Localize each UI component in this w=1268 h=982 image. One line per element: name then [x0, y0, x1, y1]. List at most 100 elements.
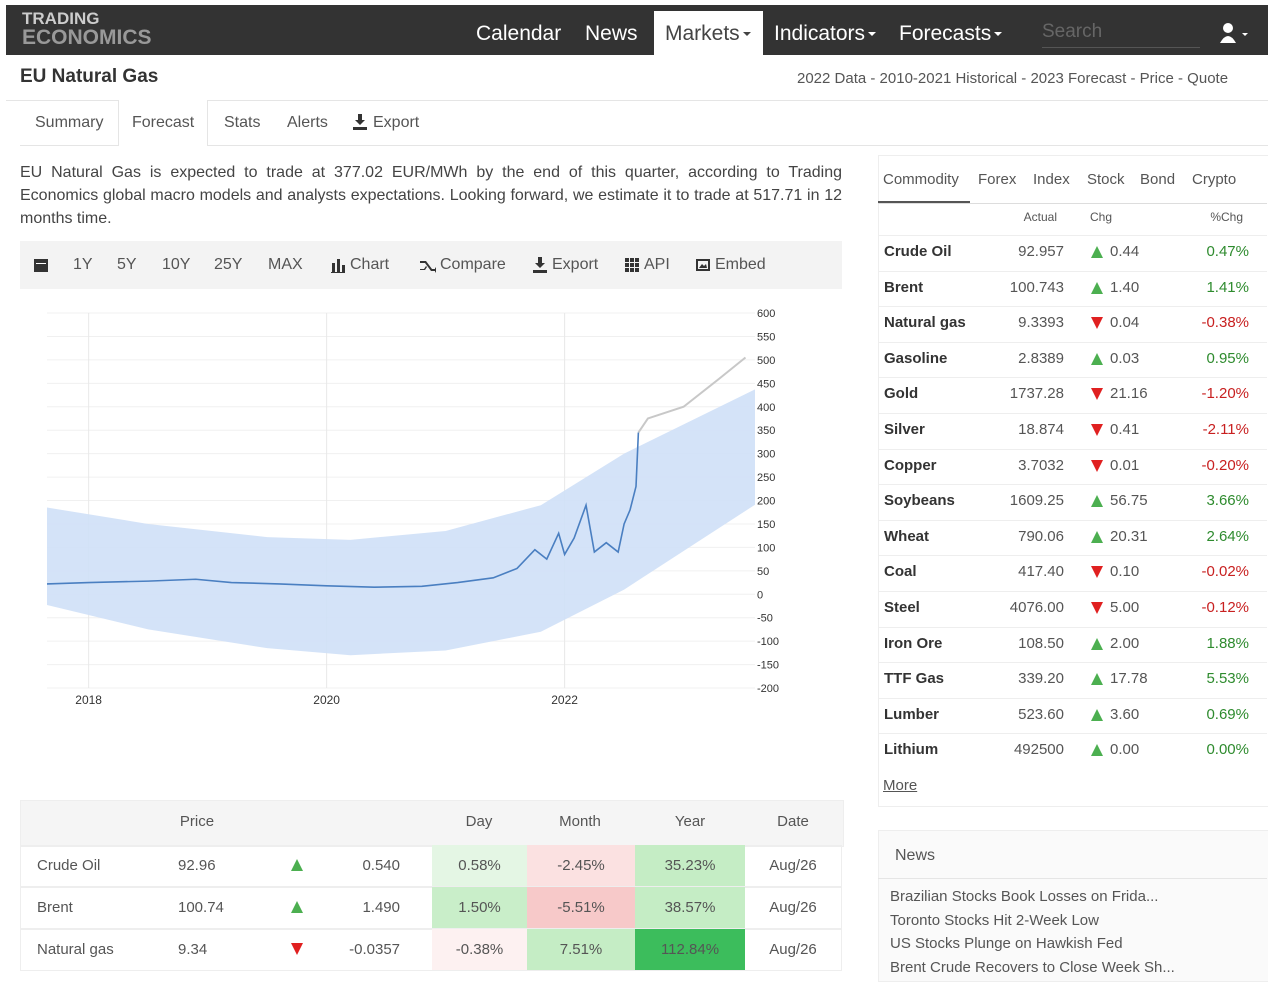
- search-input[interactable]: Search: [1042, 17, 1200, 48]
- down-arrow: [1091, 424, 1103, 436]
- toolbar-button[interactable]: 10Y: [162, 256, 191, 273]
- actual: 18.874: [1018, 421, 1064, 438]
- actual: 523.60: [1018, 705, 1064, 723]
- tab[interactable]: Alerts: [287, 114, 328, 131]
- down-arrow: [1091, 459, 1103, 472]
- actual: 100.743: [1009, 278, 1064, 296]
- calendar-icon[interactable]: [33, 257, 49, 273]
- change: 0.44: [1110, 243, 1140, 260]
- divider: [6, 100, 1268, 101]
- nav-item[interactable]: Calendar: [476, 22, 562, 45]
- arrow-shape: [1091, 530, 1103, 543]
- logo-top[interactable]: TRADING: [22, 9, 100, 28]
- commodity-name[interactable]: Lumber: [884, 705, 940, 723]
- percent-change: 0.00%: [1206, 741, 1249, 759]
- toolbar-button[interactable]: Chart: [350, 256, 390, 273]
- row-line: [878, 662, 1267, 664]
- toolbar-button[interactable]: Export: [552, 256, 599, 273]
- toolbar-button[interactable]: MAX: [268, 256, 303, 273]
- news-item[interactable]: US Stocks Plunge on Hawkish Fed: [890, 935, 1123, 952]
- arrow-shape: [1091, 495, 1103, 508]
- change: 0.00: [1110, 741, 1140, 759]
- markets-panel: [878, 155, 1268, 807]
- date: Aug/26: [769, 941, 817, 958]
- caret: [994, 32, 1003, 37]
- commodity-name[interactable]: TTF Gas: [884, 670, 945, 688]
- commodity-name[interactable]: Steel: [884, 599, 920, 616]
- tab[interactable]: Stats: [224, 114, 261, 131]
- nav-item[interactable]: News: [585, 22, 638, 45]
- commodity-name[interactable]: Natural gas: [884, 314, 966, 332]
- icon-shape: [420, 261, 436, 273]
- toolbar-button[interactable]: 1Y: [73, 256, 93, 273]
- tab[interactable]: Summary: [35, 114, 104, 131]
- commodity-name[interactable]: Soybeans: [884, 492, 955, 510]
- up-arrow: [1091, 246, 1103, 258]
- market-tab[interactable]: Index: [1033, 171, 1070, 188]
- column-header: Chg: [1090, 210, 1113, 224]
- row-box: [20, 845, 842, 887]
- caret: [868, 32, 877, 37]
- commodity-name[interactable]: Coal: [884, 563, 917, 581]
- date: Aug/26: [769, 857, 817, 874]
- news-item[interactable]: Brent Crude Recovers to Close Week Sh...: [890, 958, 1175, 976]
- forecast-band: [47, 389, 755, 656]
- news-item[interactable]: Toronto Stocks Hit 2-Week Low: [890, 911, 1099, 929]
- y-tick-label: -150: [757, 660, 779, 672]
- market-tab[interactable]: Forex: [978, 171, 1017, 188]
- y-tick-label: 350: [757, 425, 775, 437]
- toolbar-button[interactable]: 25Y: [214, 256, 243, 273]
- commodity-name[interactable]: Brent: [884, 278, 924, 296]
- up-arrow: [1091, 281, 1103, 294]
- pct-cell-bg: [432, 845, 527, 886]
- user-icon[interactable]: [1220, 23, 1250, 43]
- nav-item[interactable]: Indicators: [774, 22, 877, 46]
- toolbar-button[interactable]: 5Y: [117, 256, 137, 273]
- change: 1.490: [362, 899, 400, 916]
- pct-cell-bg: [635, 887, 745, 928]
- commodity-name[interactable]: Iron Ore: [884, 634, 943, 652]
- row-name[interactable]: Natural gas: [37, 941, 114, 958]
- commodity-name[interactable]: Gasoline: [884, 349, 948, 367]
- price: 100.74: [178, 899, 224, 916]
- commodity-name[interactable]: Crude Oil: [884, 243, 952, 260]
- commodity-name[interactable]: Gold: [884, 385, 919, 403]
- toolbar-button[interactable]: Embed: [715, 256, 766, 273]
- market-tab[interactable]: Bond: [1140, 171, 1176, 188]
- commodity-name[interactable]: Lithium: [884, 741, 939, 759]
- logo-bottom[interactable]: ECONOMICS: [22, 26, 152, 49]
- market-tab[interactable]: Stock: [1087, 171, 1125, 188]
- commodity-name[interactable]: Copper: [884, 456, 937, 474]
- page-title: EU Natural Gas: [20, 66, 159, 87]
- percent-change: -2.11%: [1202, 421, 1249, 438]
- y-tick-label: 550: [757, 331, 775, 343]
- more-link[interactable]: More: [883, 777, 918, 794]
- toolbar-button[interactable]: Compare: [440, 256, 506, 273]
- chart: 600550500450400350300250200150100500-50-…: [46, 308, 779, 707]
- change: 5.00: [1110, 599, 1140, 616]
- header-links[interactable]: 2022 Data - 2010-2021 Historical - 2023 …: [797, 70, 1229, 87]
- y-tick-label: -50: [757, 613, 773, 625]
- market-tab[interactable]: Crypto: [1192, 171, 1237, 188]
- news-item[interactable]: Brazilian Stocks Book Losses on Frida...: [890, 888, 1159, 905]
- arrow-shape: [1091, 637, 1103, 650]
- commodity-name[interactable]: Wheat: [884, 527, 929, 545]
- table-header-cell: Day: [465, 813, 493, 830]
- row-name[interactable]: Crude Oil: [37, 857, 101, 874]
- tab[interactable]: Forecast: [132, 114, 195, 131]
- percent-change: -0.38%: [1201, 314, 1249, 332]
- toolbar-icon: [533, 257, 547, 273]
- market-tab[interactable]: Commodity: [883, 171, 959, 188]
- y-tick-label: -200: [757, 683, 779, 695]
- commodity-name[interactable]: Silver: [884, 421, 925, 438]
- actual: 2.8389: [1018, 349, 1064, 367]
- row-line: [878, 413, 1267, 414]
- tab[interactable]: Export: [373, 114, 420, 131]
- toolbar-button[interactable]: API: [644, 256, 670, 273]
- nav-item[interactable]: Markets: [654, 11, 763, 55]
- change: 0.04: [1110, 314, 1140, 332]
- actual: 108.50: [1018, 634, 1064, 652]
- actual: 1609.25: [1009, 492, 1064, 510]
- row-name[interactable]: Brent: [37, 899, 73, 916]
- nav-item[interactable]: Forecasts: [899, 22, 1003, 46]
